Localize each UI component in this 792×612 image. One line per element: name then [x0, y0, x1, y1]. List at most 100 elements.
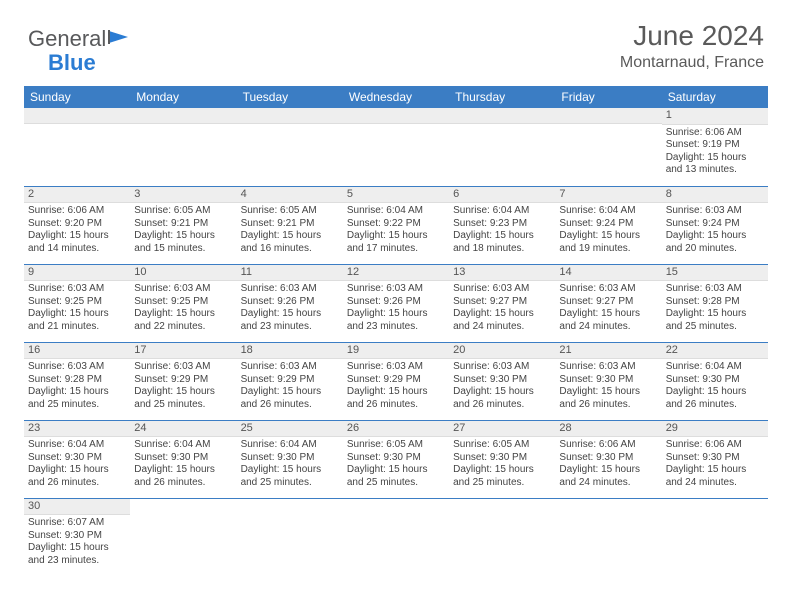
detail-line: Sunrise: 6:04 AM — [28, 439, 126, 452]
calendar-cell: 9Sunrise: 6:03 AMSunset: 9:25 PMDaylight… — [24, 264, 130, 342]
day-number: 28 — [555, 421, 661, 438]
day-details: Sunrise: 6:03 AMSunset: 9:30 PMDaylight:… — [449, 359, 555, 415]
detail-line: Sunset: 9:30 PM — [453, 452, 551, 465]
day-details: Sunrise: 6:03 AMSunset: 9:25 PMDaylight:… — [24, 281, 130, 337]
calendar-cell: 24Sunrise: 6:04 AMSunset: 9:30 PMDayligh… — [130, 420, 236, 498]
weekday-header: Saturday — [662, 86, 768, 108]
calendar-cell: 12Sunrise: 6:03 AMSunset: 9:26 PMDayligh… — [343, 264, 449, 342]
detail-line: Daylight: 15 hours — [559, 230, 657, 243]
detail-line: Daylight: 15 hours — [347, 386, 445, 399]
detail-line: Sunrise: 6:03 AM — [559, 283, 657, 296]
detail-line: and 24 minutes. — [559, 321, 657, 334]
detail-line: and 24 minutes. — [453, 321, 551, 334]
day-details: Sunrise: 6:05 AMSunset: 9:21 PMDaylight:… — [130, 203, 236, 259]
detail-line: Daylight: 15 hours — [28, 386, 126, 399]
weekday-header: Friday — [555, 86, 661, 108]
calendar-cell: 18Sunrise: 6:03 AMSunset: 9:29 PMDayligh… — [237, 342, 343, 420]
detail-line: Daylight: 15 hours — [241, 386, 339, 399]
detail-line: Sunrise: 6:05 AM — [134, 205, 232, 218]
day-details: Sunrise: 6:03 AMSunset: 9:29 PMDaylight:… — [237, 359, 343, 415]
calendar-cell — [449, 108, 555, 186]
day-details: Sunrise: 6:03 AMSunset: 9:24 PMDaylight:… — [662, 203, 768, 259]
day-number: 21 — [555, 343, 661, 360]
day-number: 25 — [237, 421, 343, 438]
calendar-row: 30Sunrise: 6:07 AMSunset: 9:30 PMDayligh… — [24, 498, 768, 576]
detail-line: Sunrise: 6:04 AM — [134, 439, 232, 452]
calendar-row: 9Sunrise: 6:03 AMSunset: 9:25 PMDaylight… — [24, 264, 768, 342]
detail-line: Daylight: 15 hours — [453, 308, 551, 321]
weekday-header: Sunday — [24, 86, 130, 108]
day-details: Sunrise: 6:07 AMSunset: 9:30 PMDaylight:… — [24, 515, 130, 571]
detail-line: Sunrise: 6:04 AM — [453, 205, 551, 218]
detail-line: and 23 minutes. — [28, 555, 126, 568]
detail-line: Daylight: 15 hours — [347, 230, 445, 243]
detail-line: Sunset: 9:30 PM — [559, 452, 657, 465]
calendar-cell: 14Sunrise: 6:03 AMSunset: 9:27 PMDayligh… — [555, 264, 661, 342]
calendar-cell: 15Sunrise: 6:03 AMSunset: 9:28 PMDayligh… — [662, 264, 768, 342]
day-details: Sunrise: 6:04 AMSunset: 9:23 PMDaylight:… — [449, 203, 555, 259]
calendar-cell: 4Sunrise: 6:05 AMSunset: 9:21 PMDaylight… — [237, 186, 343, 264]
detail-line: Daylight: 15 hours — [347, 308, 445, 321]
month-title: June 2024 — [620, 20, 764, 52]
detail-line: Sunset: 9:24 PM — [559, 218, 657, 231]
calendar-cell: 8Sunrise: 6:03 AMSunset: 9:24 PMDaylight… — [662, 186, 768, 264]
detail-line: Sunset: 9:29 PM — [241, 374, 339, 387]
detail-line: Daylight: 15 hours — [134, 386, 232, 399]
detail-line: and 25 minutes. — [666, 321, 764, 334]
detail-line: Sunrise: 6:06 AM — [666, 127, 764, 140]
detail-line: and 23 minutes. — [347, 321, 445, 334]
detail-line: Sunrise: 6:06 AM — [28, 205, 126, 218]
day-number: 15 — [662, 265, 768, 282]
day-number: 4 — [237, 187, 343, 204]
detail-line: Daylight: 15 hours — [559, 464, 657, 477]
detail-line: Sunset: 9:30 PM — [347, 452, 445, 465]
day-number: 14 — [555, 265, 661, 282]
detail-line: Sunrise: 6:03 AM — [666, 205, 764, 218]
calendar-cell — [130, 498, 236, 576]
detail-line: and 26 minutes. — [347, 399, 445, 412]
detail-line: Daylight: 15 hours — [559, 308, 657, 321]
weekday-header: Thursday — [449, 86, 555, 108]
detail-line: Sunset: 9:30 PM — [666, 374, 764, 387]
day-details: Sunrise: 6:05 AMSunset: 9:30 PMDaylight:… — [343, 437, 449, 493]
day-details: Sunrise: 6:03 AMSunset: 9:29 PMDaylight:… — [130, 359, 236, 415]
calendar-cell: 3Sunrise: 6:05 AMSunset: 9:21 PMDaylight… — [130, 186, 236, 264]
empty-day-bar — [24, 108, 130, 124]
detail-line: Sunset: 9:23 PM — [453, 218, 551, 231]
calendar-cell: 17Sunrise: 6:03 AMSunset: 9:29 PMDayligh… — [130, 342, 236, 420]
calendar-cell: 29Sunrise: 6:06 AMSunset: 9:30 PMDayligh… — [662, 420, 768, 498]
title-block: June 2024 Montarnaud, France — [620, 20, 764, 72]
day-details: Sunrise: 6:03 AMSunset: 9:26 PMDaylight:… — [237, 281, 343, 337]
detail-line: Sunset: 9:24 PM — [666, 218, 764, 231]
day-details: Sunrise: 6:03 AMSunset: 9:28 PMDaylight:… — [662, 281, 768, 337]
detail-line: Sunrise: 6:04 AM — [666, 361, 764, 374]
day-details: Sunrise: 6:04 AMSunset: 9:30 PMDaylight:… — [130, 437, 236, 493]
detail-line: Sunrise: 6:03 AM — [453, 283, 551, 296]
detail-line: Daylight: 15 hours — [28, 308, 126, 321]
detail-line: Daylight: 15 hours — [28, 464, 126, 477]
detail-line: Daylight: 15 hours — [666, 152, 764, 165]
day-details: Sunrise: 6:03 AMSunset: 9:25 PMDaylight:… — [130, 281, 236, 337]
logo-text-1: General — [28, 26, 106, 52]
day-details: Sunrise: 6:05 AMSunset: 9:30 PMDaylight:… — [449, 437, 555, 493]
calendar-cell: 20Sunrise: 6:03 AMSunset: 9:30 PMDayligh… — [449, 342, 555, 420]
detail-line: Daylight: 15 hours — [134, 464, 232, 477]
detail-line: and 14 minutes. — [28, 243, 126, 256]
calendar-cell — [130, 108, 236, 186]
detail-line: and 18 minutes. — [453, 243, 551, 256]
detail-line: Daylight: 15 hours — [134, 308, 232, 321]
calendar-cell: 23Sunrise: 6:04 AMSunset: 9:30 PMDayligh… — [24, 420, 130, 498]
day-number: 18 — [237, 343, 343, 360]
detail-line: Sunrise: 6:04 AM — [241, 439, 339, 452]
day-number: 20 — [449, 343, 555, 360]
day-number: 5 — [343, 187, 449, 204]
detail-line: and 25 minutes. — [28, 399, 126, 412]
detail-line: Sunset: 9:26 PM — [241, 296, 339, 309]
empty-day-bar — [449, 108, 555, 124]
calendar-cell: 27Sunrise: 6:05 AMSunset: 9:30 PMDayligh… — [449, 420, 555, 498]
detail-line: Sunrise: 6:06 AM — [666, 439, 764, 452]
calendar-table: Sunday Monday Tuesday Wednesday Thursday… — [24, 86, 768, 576]
empty-day-bar — [555, 108, 661, 124]
calendar-row: 16Sunrise: 6:03 AMSunset: 9:28 PMDayligh… — [24, 342, 768, 420]
detail-line: Sunrise: 6:03 AM — [347, 283, 445, 296]
